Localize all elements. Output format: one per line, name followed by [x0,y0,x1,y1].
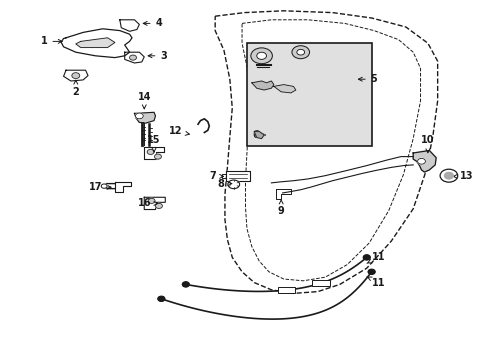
Circle shape [147,149,154,154]
Circle shape [155,203,162,208]
Polygon shape [254,131,264,139]
Circle shape [363,255,369,260]
Bar [246,43,371,146]
Text: 14: 14 [137,92,151,109]
Text: 12: 12 [169,126,189,136]
Text: 10: 10 [420,135,434,153]
Text: 1: 1 [41,36,62,46]
Polygon shape [124,52,144,63]
Polygon shape [412,150,435,172]
Text: 15: 15 [147,135,161,152]
Text: 11: 11 [366,252,385,263]
Text: 16: 16 [137,198,158,208]
Text: 9: 9 [277,200,284,216]
Circle shape [101,184,107,188]
Circle shape [129,55,136,60]
Polygon shape [273,85,295,93]
Text: 13: 13 [452,171,473,181]
Circle shape [182,282,189,287]
Circle shape [291,46,309,59]
Polygon shape [144,147,163,159]
Circle shape [417,158,425,164]
Text: 3: 3 [148,51,167,61]
Text: 11: 11 [366,277,385,288]
Text: 17: 17 [88,182,111,192]
Circle shape [296,49,304,55]
Circle shape [250,48,272,64]
Polygon shape [76,38,115,48]
Polygon shape [144,197,165,210]
Text: 6: 6 [251,130,265,140]
Bar [311,280,329,286]
Circle shape [227,180,239,189]
Circle shape [367,269,374,274]
Text: 2: 2 [72,80,79,97]
Text: 8: 8 [217,179,231,189]
Bar [277,287,295,293]
Polygon shape [276,189,290,199]
Circle shape [148,198,155,203]
Circle shape [72,73,80,78]
Circle shape [158,296,164,301]
Polygon shape [63,70,88,81]
Text: 5: 5 [358,74,377,84]
Text: 7: 7 [209,171,223,181]
Circle shape [135,113,143,119]
Polygon shape [120,20,139,31]
Circle shape [439,169,457,182]
Text: 4: 4 [143,18,162,28]
Polygon shape [251,81,273,90]
Polygon shape [61,29,132,58]
Polygon shape [115,182,131,192]
Circle shape [444,172,452,179]
Circle shape [256,52,266,59]
Polygon shape [225,171,250,181]
Circle shape [154,154,161,159]
Polygon shape [134,112,155,123]
